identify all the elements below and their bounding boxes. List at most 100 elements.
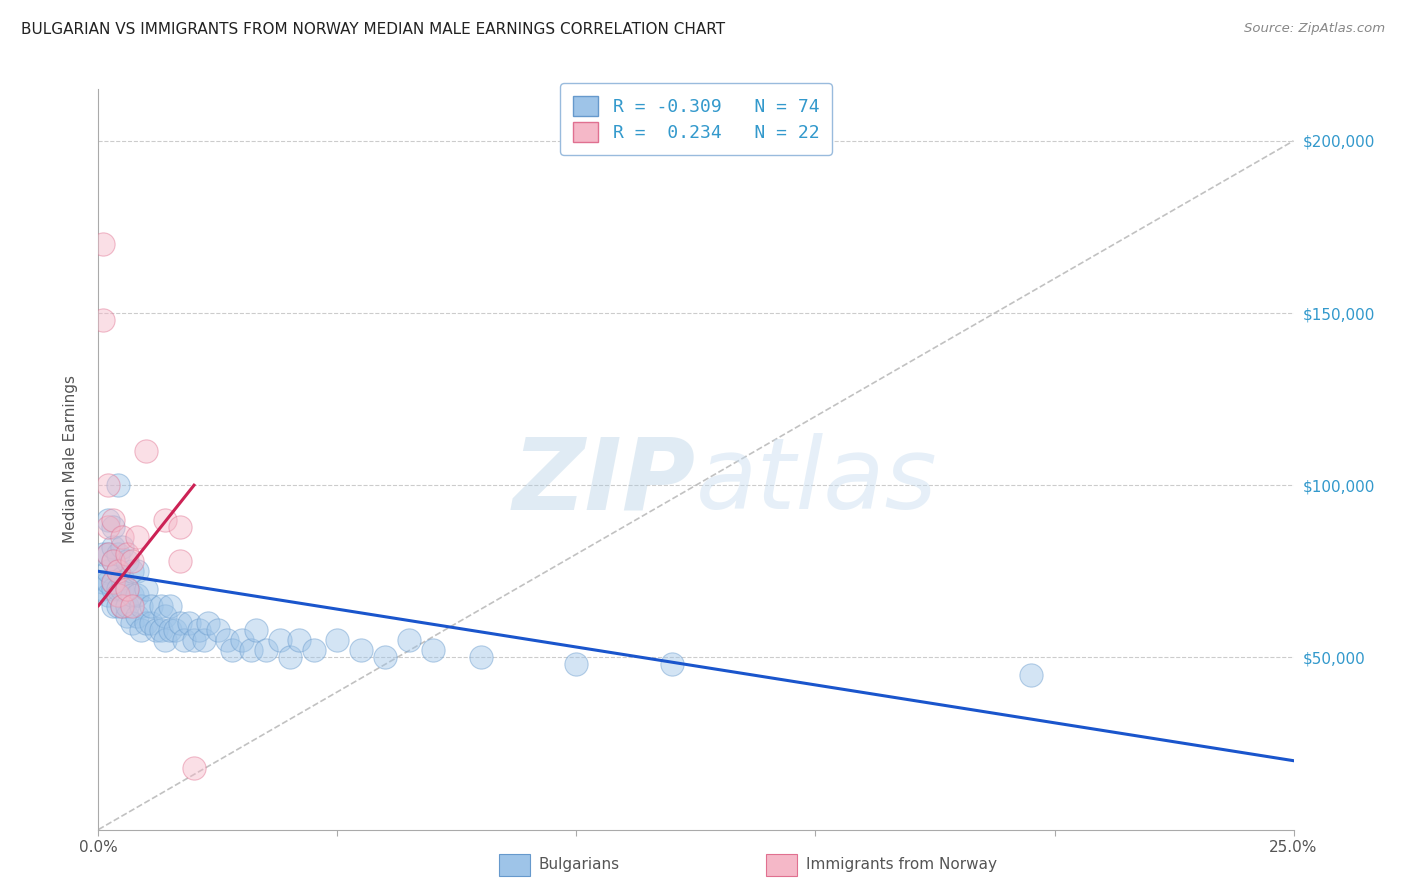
Point xyxy=(97,513,120,527)
Point xyxy=(97,478,120,492)
Point xyxy=(101,582,124,596)
Point xyxy=(101,599,124,613)
Point xyxy=(350,643,373,657)
Point xyxy=(145,623,167,637)
Text: Immigrants from Norway: Immigrants from Norway xyxy=(806,857,997,872)
Point xyxy=(121,615,143,630)
Point xyxy=(155,609,177,624)
Point xyxy=(91,313,114,327)
Point xyxy=(159,623,181,637)
Point xyxy=(661,657,683,672)
Text: BULGARIAN VS IMMIGRANTS FROM NORWAY MEDIAN MALE EARNINGS CORRELATION CHART: BULGARIAN VS IMMIGRANTS FROM NORWAY MEDI… xyxy=(21,22,725,37)
Point xyxy=(155,633,177,648)
Point xyxy=(101,574,124,589)
Point xyxy=(107,564,129,578)
Point xyxy=(183,761,205,775)
Point xyxy=(326,633,349,648)
Point xyxy=(91,237,114,252)
Point xyxy=(135,443,157,458)
Point xyxy=(125,588,148,602)
Point xyxy=(169,615,191,630)
Point xyxy=(135,582,157,596)
Point xyxy=(107,478,129,492)
Point xyxy=(159,599,181,613)
Point xyxy=(565,657,588,672)
Point xyxy=(179,615,201,630)
Point xyxy=(288,633,311,648)
Point xyxy=(183,633,205,648)
Point xyxy=(115,582,138,596)
Y-axis label: Median Male Earnings: Median Male Earnings xyxy=(63,376,77,543)
Legend: R = -0.309   N = 74, R =  0.234   N = 22: R = -0.309 N = 74, R = 0.234 N = 22 xyxy=(560,84,832,155)
Point xyxy=(111,599,134,613)
Text: ZIP: ZIP xyxy=(513,434,696,530)
Point xyxy=(422,643,444,657)
Point xyxy=(302,643,325,657)
Point xyxy=(163,623,186,637)
Point xyxy=(107,599,129,613)
Point xyxy=(207,623,229,637)
Point xyxy=(245,623,267,637)
Text: atlas: atlas xyxy=(696,434,938,530)
Point xyxy=(107,547,129,561)
Point xyxy=(107,588,129,602)
Point xyxy=(115,582,138,596)
Point xyxy=(131,623,153,637)
Point xyxy=(121,564,143,578)
Point xyxy=(254,643,277,657)
Point xyxy=(149,623,172,637)
Point xyxy=(197,615,219,630)
Point xyxy=(97,547,120,561)
Point xyxy=(101,540,124,554)
Point xyxy=(269,633,291,648)
Point xyxy=(111,530,134,544)
Point xyxy=(187,623,209,637)
Point xyxy=(115,547,138,561)
Point xyxy=(135,615,157,630)
Point xyxy=(278,650,301,665)
Point xyxy=(173,633,195,648)
Text: Bulgarians: Bulgarians xyxy=(538,857,620,872)
Point xyxy=(240,643,263,657)
Point xyxy=(121,554,143,568)
Point xyxy=(111,571,134,585)
Point xyxy=(169,554,191,568)
Point xyxy=(97,547,120,561)
Point xyxy=(111,540,134,554)
Point xyxy=(111,599,134,613)
Point xyxy=(115,554,138,568)
Point xyxy=(398,633,420,648)
Point xyxy=(221,643,243,657)
Point xyxy=(231,633,253,648)
Point xyxy=(155,513,177,527)
Point xyxy=(97,519,120,533)
Point xyxy=(193,633,215,648)
Point xyxy=(101,554,124,568)
Point xyxy=(97,588,120,602)
Point xyxy=(97,574,120,589)
Point xyxy=(101,554,124,568)
Point xyxy=(121,599,143,613)
Point xyxy=(1019,667,1042,681)
Point xyxy=(91,582,114,596)
Point xyxy=(107,582,129,596)
Point xyxy=(97,564,120,578)
Point xyxy=(101,513,124,527)
Point xyxy=(217,633,239,648)
Point xyxy=(91,574,114,589)
Point xyxy=(139,615,162,630)
Point xyxy=(125,564,148,578)
Point xyxy=(115,609,138,624)
Point xyxy=(115,599,138,613)
Point xyxy=(101,574,124,589)
Text: Source: ZipAtlas.com: Source: ZipAtlas.com xyxy=(1244,22,1385,36)
Point xyxy=(121,588,143,602)
Point xyxy=(91,547,114,561)
Point xyxy=(470,650,492,665)
Point xyxy=(149,599,172,613)
Point xyxy=(131,599,153,613)
Point xyxy=(107,564,129,578)
Point xyxy=(111,582,134,596)
Point xyxy=(101,519,124,533)
Point xyxy=(169,519,191,533)
